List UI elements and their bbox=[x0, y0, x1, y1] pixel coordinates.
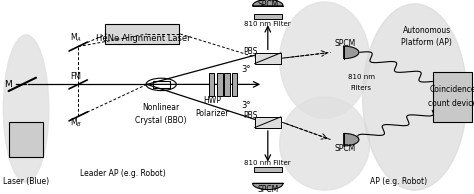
Text: SPCM: SPCM bbox=[335, 39, 356, 48]
Text: AP (e.g. Robot): AP (e.g. Robot) bbox=[370, 177, 427, 186]
Polygon shape bbox=[253, 0, 283, 6]
Text: SPCM: SPCM bbox=[257, 0, 278, 9]
Text: 810 nm Filter: 810 nm Filter bbox=[245, 21, 291, 27]
Text: Platform (AP): Platform (AP) bbox=[401, 38, 452, 47]
Text: 3°: 3° bbox=[242, 65, 251, 74]
Bar bbox=[232, 73, 237, 96]
Text: HWP: HWP bbox=[203, 96, 221, 105]
Ellipse shape bbox=[280, 97, 370, 190]
Bar bbox=[255, 53, 281, 64]
Ellipse shape bbox=[3, 35, 49, 182]
Bar bbox=[254, 167, 282, 172]
Bar bbox=[9, 122, 43, 157]
Ellipse shape bbox=[280, 2, 370, 118]
Polygon shape bbox=[344, 133, 359, 146]
Text: HeNe Alignment Laser: HeNe Alignment Laser bbox=[96, 34, 191, 43]
Polygon shape bbox=[344, 46, 359, 59]
Text: SPCM: SPCM bbox=[257, 185, 278, 194]
Text: FM: FM bbox=[70, 72, 81, 81]
Text: 3°: 3° bbox=[242, 101, 251, 110]
Text: Leader AP (e.g. Robot): Leader AP (e.g. Robot) bbox=[81, 169, 166, 178]
Text: PBS: PBS bbox=[243, 111, 257, 120]
Text: count device: count device bbox=[428, 99, 474, 108]
Text: 810 nm: 810 nm bbox=[348, 74, 374, 80]
Text: M: M bbox=[4, 80, 12, 89]
Text: Coincidence: Coincidence bbox=[429, 85, 474, 94]
Text: Nonlinear: Nonlinear bbox=[143, 103, 180, 112]
Bar bbox=[217, 73, 223, 96]
Text: M$_A$: M$_A$ bbox=[70, 32, 82, 44]
Bar bbox=[209, 73, 214, 96]
Bar bbox=[254, 14, 282, 19]
Bar bbox=[433, 72, 472, 122]
Text: SPCM: SPCM bbox=[335, 144, 356, 153]
Text: Filters: Filters bbox=[351, 85, 372, 91]
Text: Polarizer: Polarizer bbox=[196, 109, 229, 118]
Text: Autonomous: Autonomous bbox=[402, 26, 451, 35]
Text: M$_B$: M$_B$ bbox=[70, 117, 82, 129]
Text: PBS: PBS bbox=[243, 47, 257, 56]
Polygon shape bbox=[253, 183, 283, 190]
Bar bbox=[153, 81, 170, 88]
Bar bbox=[255, 117, 281, 128]
Bar bbox=[105, 24, 179, 44]
Bar bbox=[224, 73, 230, 96]
Text: Laser (Blue): Laser (Blue) bbox=[3, 177, 49, 186]
Ellipse shape bbox=[363, 4, 467, 190]
Text: 810 nm Filter: 810 nm Filter bbox=[245, 160, 291, 166]
Text: Crystal (BBO): Crystal (BBO) bbox=[136, 116, 187, 125]
